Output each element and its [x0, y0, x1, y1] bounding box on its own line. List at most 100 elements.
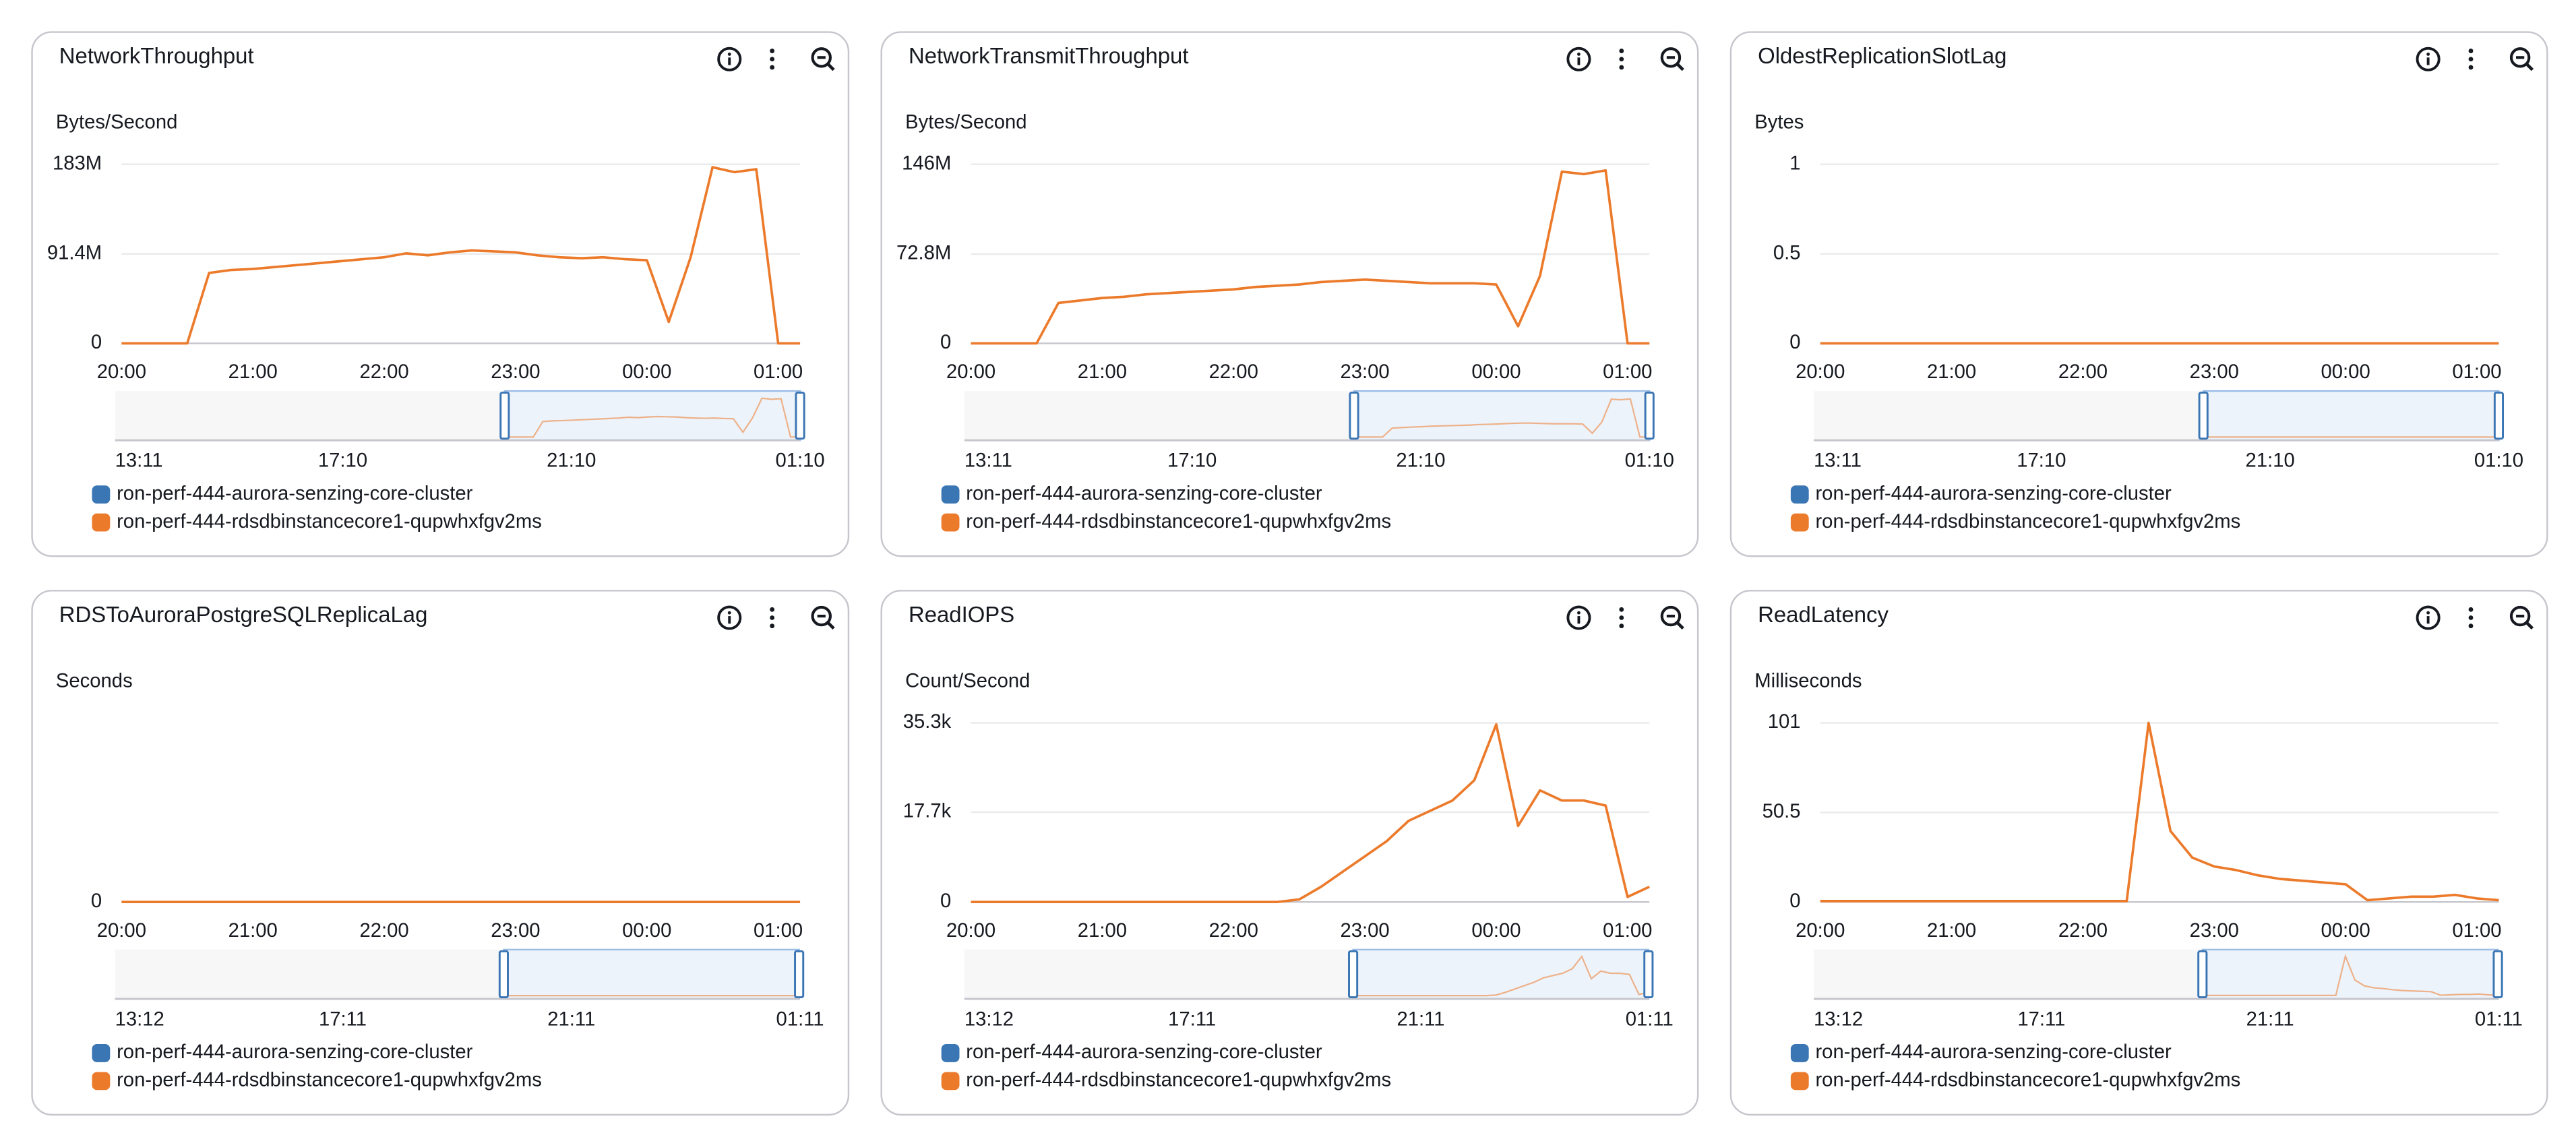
widget-title: ReadIOPS	[909, 602, 1014, 627]
legend-swatch[interactable]	[92, 485, 111, 504]
legend-label[interactable]: ron-perf-444-rdsdbinstancecore1-qupwhxfg…	[1815, 511, 2240, 532]
legend-swatch[interactable]	[1790, 485, 1809, 504]
x-tick-label: 22:00	[359, 361, 408, 383]
legend-label[interactable]: ron-perf-444-rdsdbinstancecore1-qupwhxfg…	[117, 1070, 542, 1091]
x-tick-label: 01:00	[754, 920, 803, 942]
overview-selection	[503, 948, 800, 1000]
y-tick-label: 35.3k	[903, 711, 952, 733]
x-tick-label: 20:00	[97, 361, 146, 383]
legend-swatch[interactable]	[1790, 1072, 1809, 1091]
legend-label[interactable]: ron-perf-444-rdsdbinstancecore1-qupwhxfg…	[966, 1070, 1391, 1091]
y-tick-label: 0	[91, 890, 102, 912]
x-tick-label: 00:00	[1471, 920, 1521, 942]
legend-label[interactable]: ron-perf-444-rdsdbinstancecore1-qupwhxfg…	[1815, 1070, 2240, 1091]
widget: ReadLatency Milliseconds 0 50.5 101 20:00 21:0…	[1729, 590, 2548, 1116]
overview-line	[504, 397, 801, 438]
x-tick-label: 21:00	[1927, 361, 1976, 383]
selection-handle[interactable]	[1644, 392, 1655, 440]
selection-handle[interactable]	[2492, 950, 2503, 999]
x-tick-label: 22:00	[1209, 920, 1258, 942]
overview-tick-label: 21:10	[2246, 450, 2295, 472]
y-tick-label: 0	[940, 890, 951, 912]
x-tick-label: 21:00	[1078, 361, 1127, 383]
overview-tick-label: 13:11	[964, 450, 1012, 472]
y-tick-label: 91.4M	[47, 242, 102, 264]
widget-frame	[1729, 31, 2548, 557]
overview-tick-label: 01:11	[1626, 1008, 1674, 1030]
widget-title: NetworkThroughput	[59, 43, 254, 68]
selection-handle[interactable]	[794, 950, 805, 999]
overview-tick-label: 01:11	[776, 1008, 824, 1030]
overview-tick-label: 13:12	[1814, 1008, 1863, 1030]
selection-handle[interactable]	[2197, 950, 2208, 999]
series-line	[1820, 721, 2499, 903]
legend-label[interactable]: ron-perf-444-aurora-senzing-core-cluster	[966, 483, 1322, 504]
legend-label[interactable]: ron-perf-444-aurora-senzing-core-cluster	[117, 483, 473, 504]
y-tick-label: 0	[1789, 890, 1800, 912]
overview-tick-label: 01:10	[775, 450, 824, 472]
legend-swatch[interactable]	[92, 513, 111, 532]
x-tick-label: 22:00	[1209, 361, 1258, 383]
selection-handle[interactable]	[1643, 950, 1654, 999]
legend-label[interactable]: ron-perf-444-rdsdbinstancecore1-qupwhxfg…	[117, 511, 542, 532]
x-tick-label: 00:00	[1471, 361, 1521, 383]
legend-label[interactable]: ron-perf-444-aurora-senzing-core-cluster	[1815, 1041, 2172, 1063]
y-tick-label: 0	[940, 332, 951, 353]
selection-handle[interactable]	[499, 392, 510, 440]
overview-tick-label: 17:11	[1168, 1008, 1216, 1030]
x-tick-label: 20:00	[946, 920, 995, 942]
legend-swatch[interactable]	[1790, 1044, 1809, 1062]
selection-handle[interactable]	[1348, 950, 1359, 999]
overview-line	[1354, 398, 1650, 438]
overview-tick-label: 21:11	[2246, 1008, 2294, 1030]
y-axis-label: Bytes	[1754, 112, 1804, 133]
legend-swatch[interactable]	[92, 1044, 111, 1062]
x-tick-label: 23:00	[2190, 361, 2239, 383]
legend-swatch[interactable]	[941, 485, 960, 504]
menu-button[interactable]	[2468, 49, 2474, 70]
menu-button[interactable]	[770, 607, 775, 629]
x-tick-label: 00:00	[2321, 361, 2370, 383]
series-line	[971, 169, 1650, 345]
legend-swatch[interactable]	[92, 1072, 111, 1091]
selection-handle[interactable]	[2493, 392, 2504, 440]
selection-handle[interactable]	[1349, 392, 1359, 440]
overview-tick-label: 17:10	[2017, 450, 2066, 472]
overview-tick-label: 17:11	[319, 1008, 367, 1030]
y-tick-label: 0	[1789, 332, 1800, 353]
y-tick-label: 146M	[902, 152, 951, 174]
selection-handle[interactable]	[2198, 392, 2209, 440]
overview-tick-label: 01:11	[2475, 1008, 2523, 1030]
legend-label[interactable]: ron-perf-444-rdsdbinstancecore1-qupwhxfg…	[966, 511, 1391, 532]
x-tick-label: 22:00	[2058, 920, 2108, 942]
y-axis-label: Milliseconds	[1754, 670, 1862, 692]
legend-label[interactable]: ron-perf-444-aurora-senzing-core-cluster	[1815, 483, 2172, 504]
menu-button[interactable]	[2468, 607, 2474, 629]
widget: NetworkTransmitThroughput Bytes/Second 0 72…	[880, 31, 1699, 557]
overview-tick-label: 13:12	[964, 1008, 1014, 1030]
legend-swatch[interactable]	[1790, 513, 1809, 532]
widget-title: ReadLatency	[1758, 602, 1889, 627]
legend-label[interactable]: ron-perf-444-aurora-senzing-core-cluster	[117, 1041, 473, 1063]
y-axis-label: Count/Second	[905, 670, 1030, 692]
selection-handle[interactable]	[498, 950, 509, 999]
menu-button[interactable]	[770, 49, 775, 70]
menu-button[interactable]	[1619, 607, 1624, 629]
x-tick-label: 20:00	[946, 361, 995, 383]
legend-swatch[interactable]	[941, 1072, 960, 1091]
legend-swatch[interactable]	[941, 1044, 960, 1062]
overview-tick-label: 17:10	[318, 450, 367, 472]
overview-tick-label: 13:11	[1814, 450, 1862, 472]
menu-button[interactable]	[1619, 49, 1624, 70]
selection-handle[interactable]	[795, 392, 805, 440]
series-line	[971, 723, 1651, 904]
widget-title: OldestReplicationSlotLag	[1758, 43, 2006, 68]
y-tick-label: 17.7k	[903, 801, 952, 822]
x-tick-label: 23:00	[491, 920, 540, 942]
overview-line	[1353, 954, 1649, 997]
legend-swatch[interactable]	[941, 513, 960, 532]
legend-label[interactable]: ron-perf-444-aurora-senzing-core-cluster	[966, 1041, 1322, 1063]
x-tick-label: 22:00	[2058, 361, 2108, 383]
overview-selection	[503, 390, 801, 441]
